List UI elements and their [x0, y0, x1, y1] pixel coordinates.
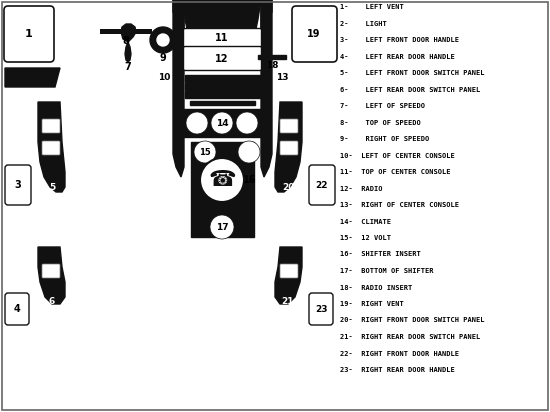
- Text: 17-  BOTTOM OF SHIFTER: 17- BOTTOM OF SHIFTER: [340, 268, 433, 274]
- Text: 8-    TOP OF SPEEDO: 8- TOP OF SPEEDO: [340, 119, 421, 126]
- Bar: [185, 83, 260, 90]
- Polygon shape: [275, 247, 302, 304]
- Polygon shape: [261, 0, 272, 29]
- Text: 2-    LIGHT: 2- LIGHT: [340, 21, 387, 26]
- Bar: [185, 75, 260, 82]
- Text: 13: 13: [276, 73, 289, 82]
- Text: 10: 10: [158, 73, 170, 82]
- FancyBboxPatch shape: [4, 6, 54, 62]
- Polygon shape: [5, 68, 60, 87]
- Polygon shape: [184, 0, 261, 29]
- Bar: [190, 101, 255, 105]
- Bar: [258, 55, 286, 59]
- Text: 16-  SHIFTER INSERT: 16- SHIFTER INSERT: [340, 251, 421, 258]
- FancyBboxPatch shape: [5, 293, 29, 325]
- Circle shape: [210, 215, 234, 239]
- FancyBboxPatch shape: [280, 119, 298, 133]
- Text: ☎: ☎: [208, 170, 236, 190]
- Circle shape: [211, 112, 233, 134]
- Circle shape: [150, 27, 176, 53]
- Text: 15: 15: [199, 147, 211, 157]
- Text: 7-    LEFT OF SPEEDO: 7- LEFT OF SPEEDO: [340, 103, 425, 109]
- Bar: [191, 142, 254, 237]
- FancyBboxPatch shape: [309, 165, 335, 205]
- FancyBboxPatch shape: [5, 165, 31, 205]
- Text: 12: 12: [215, 54, 229, 64]
- Text: 15-  12 VOLT: 15- 12 VOLT: [340, 235, 391, 241]
- Polygon shape: [38, 102, 65, 192]
- Polygon shape: [173, 0, 184, 29]
- Text: 11-  TOP OF CENTER CONSOLE: 11- TOP OF CENTER CONSOLE: [340, 169, 450, 175]
- Text: 10-  LEFT OF CENTER CONSOLE: 10- LEFT OF CENTER CONSOLE: [340, 152, 455, 159]
- FancyBboxPatch shape: [42, 141, 60, 155]
- Text: 3: 3: [15, 180, 21, 190]
- Circle shape: [157, 34, 169, 46]
- Text: 18-  RADIO INSERT: 18- RADIO INSERT: [340, 285, 412, 290]
- Text: 16: 16: [243, 175, 257, 185]
- Text: 4-    LEFT REAR DOOR HANDLE: 4- LEFT REAR DOOR HANDLE: [340, 54, 455, 59]
- Circle shape: [236, 112, 258, 134]
- Text: 13-  RIGHT OF CENTER CONSOLE: 13- RIGHT OF CENTER CONSOLE: [340, 202, 459, 208]
- Text: 6: 6: [49, 297, 55, 307]
- Text: 21: 21: [282, 297, 294, 307]
- Bar: [185, 91, 260, 98]
- Text: 12-  RADIO: 12- RADIO: [340, 185, 382, 192]
- Text: 5-    LEFT FRONT DOOR SWITCH PANEL: 5- LEFT FRONT DOOR SWITCH PANEL: [340, 70, 485, 76]
- FancyBboxPatch shape: [42, 119, 60, 133]
- Polygon shape: [121, 24, 136, 62]
- Text: 23-  RIGHT REAR DOOR HANDLE: 23- RIGHT REAR DOOR HANDLE: [340, 367, 455, 373]
- Polygon shape: [173, 0, 184, 177]
- FancyBboxPatch shape: [309, 293, 333, 325]
- Bar: [100, 29, 152, 34]
- Text: 19-  RIGHT VENT: 19- RIGHT VENT: [340, 301, 404, 307]
- Text: 11: 11: [215, 33, 229, 43]
- Text: 9: 9: [160, 53, 166, 63]
- Circle shape: [194, 141, 216, 163]
- Text: 8: 8: [123, 36, 129, 46]
- FancyBboxPatch shape: [42, 264, 60, 278]
- Text: 17: 17: [216, 222, 228, 232]
- Text: 6-    LEFT REAR DOOR SWITCH PANEL: 6- LEFT REAR DOOR SWITCH PANEL: [340, 87, 480, 93]
- Text: 22-  RIGHT FRONT DOOR HANDLE: 22- RIGHT FRONT DOOR HANDLE: [340, 351, 459, 356]
- Text: 9-    RIGHT OF SPEEDO: 9- RIGHT OF SPEEDO: [340, 136, 429, 142]
- Text: 1: 1: [25, 29, 33, 39]
- Text: 4: 4: [14, 304, 20, 314]
- Text: 7: 7: [125, 62, 131, 72]
- Polygon shape: [261, 0, 272, 177]
- FancyBboxPatch shape: [292, 6, 337, 62]
- Text: 19: 19: [307, 29, 321, 39]
- Text: 1-    LEFT VENT: 1- LEFT VENT: [340, 4, 404, 10]
- FancyBboxPatch shape: [184, 47, 261, 70]
- Text: 3-    LEFT FRONT DOOR HANDLE: 3- LEFT FRONT DOOR HANDLE: [340, 37, 459, 43]
- Text: 14-  CLIMATE: 14- CLIMATE: [340, 218, 391, 225]
- Polygon shape: [38, 247, 65, 304]
- Text: 23: 23: [315, 304, 327, 314]
- FancyBboxPatch shape: [184, 28, 261, 47]
- Bar: [182, 109, 263, 137]
- FancyBboxPatch shape: [280, 141, 298, 155]
- Circle shape: [200, 158, 244, 202]
- Circle shape: [186, 112, 208, 134]
- Text: 14: 14: [216, 119, 228, 127]
- Text: 20-  RIGHT FRONT DOOR SWITCH PANEL: 20- RIGHT FRONT DOOR SWITCH PANEL: [340, 318, 485, 323]
- Text: 5: 5: [49, 183, 55, 192]
- Text: 20: 20: [282, 183, 294, 192]
- Polygon shape: [275, 102, 302, 192]
- Circle shape: [238, 141, 260, 163]
- Text: 22: 22: [316, 180, 328, 190]
- Text: 18: 18: [266, 61, 278, 70]
- Text: 21-  RIGHT REAR DOOR SWITCH PANEL: 21- RIGHT REAR DOOR SWITCH PANEL: [340, 334, 480, 340]
- FancyBboxPatch shape: [280, 264, 298, 278]
